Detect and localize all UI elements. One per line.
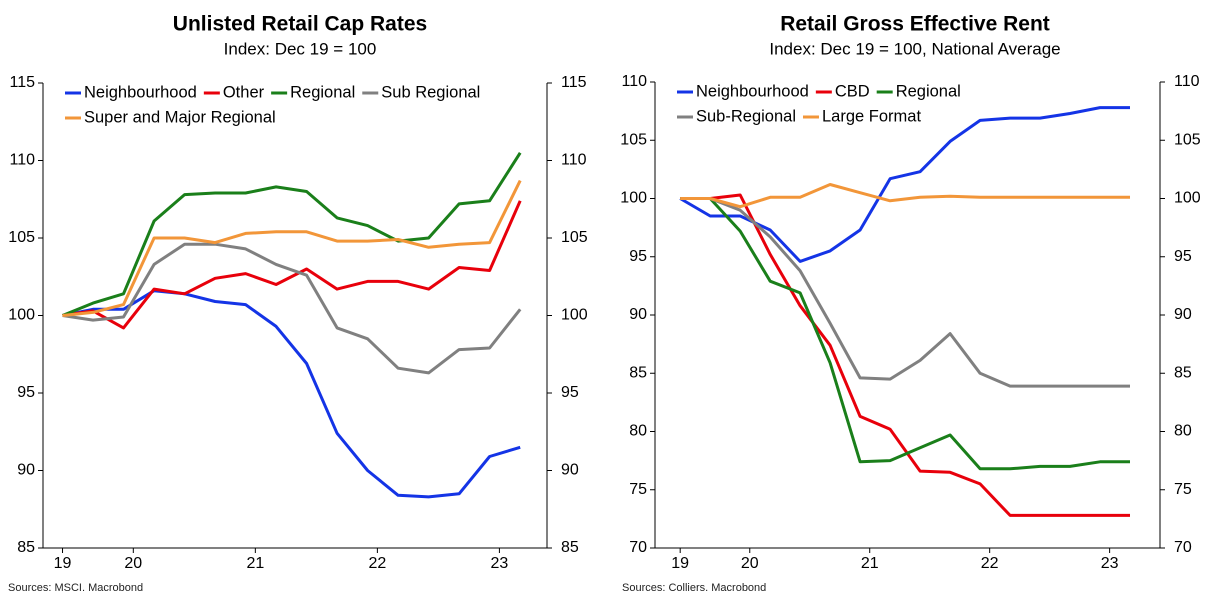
y-tick-label: 70 [629,539,647,556]
series-line [62,179,522,317]
series-line [680,197,1130,471]
legend-label: Sub Regional [381,83,480,101]
y-tick-label: 115 [9,74,35,91]
legend-label: Sub-Regional [696,107,796,125]
y-tick-label: 80 [629,423,647,440]
legend-item: Sub Regional [362,83,480,101]
y2-tick-label: 75 [1174,481,1192,498]
chart-subtitle: Index: Dec 19 = 100, National Average [769,39,1060,58]
legend-label: Neighbourhood [84,83,197,101]
legend-item: Neighbourhood [65,83,197,101]
legend-item: Super and Major Regional [65,108,276,126]
y2-tick-label: 95 [561,384,579,401]
y-tick-label: 110 [9,152,35,169]
chart-title: Unlisted Retail Cap Rates [173,13,427,36]
y2-tick-label: 70 [1174,539,1192,556]
legend-item: Regional [271,83,355,101]
y-tick-label: 100 [620,190,647,207]
x-tick-label: 21 [861,555,879,572]
chart-title: Retail Gross Effective Rent [780,13,1050,36]
series-line [61,151,522,317]
x-tick-label: 20 [741,555,759,572]
legend-item: Neighbourhood [677,82,809,100]
y2-tick-label: 100 [1174,190,1201,207]
y-tick-label: 90 [17,462,35,479]
y2-tick-label: 105 [561,229,588,246]
x-tick-label: 20 [124,555,142,572]
chart-subtitle: Index: Dec 19 = 100 [224,39,377,58]
legend-label: Regional [896,82,961,100]
y-tick-label: 85 [629,364,647,381]
x-tick-label: 19 [54,555,72,572]
source-note: Sources: MSCI. Macrobond [8,582,143,594]
y2-tick-label: 90 [1174,306,1192,323]
y2-tick-label: 90 [561,462,579,479]
legend-label: Other [223,83,265,101]
legend-label: Neighbourhood [696,82,809,100]
y-tick-label: 75 [629,481,647,498]
y2-tick-label: 85 [561,539,579,556]
x-tick-label: 21 [246,555,264,572]
legend-item: Other [203,83,265,101]
y2-tick-label: 105 [1174,131,1201,148]
x-tick-label: 23 [1101,555,1119,572]
series-line [62,242,522,375]
y2-tick-label: 100 [561,307,588,324]
y-tick-label: 95 [629,248,647,265]
series-line [680,183,1130,209]
y2-tick-label: 85 [1174,364,1192,381]
y-tick-label: 110 [621,73,647,90]
legend-item: CBD [815,82,870,100]
y-tick-label: 105 [620,131,647,148]
legend-label: Super and Major Regional [84,108,276,126]
y-tick-label: 90 [629,306,647,323]
y-tick-label: 100 [8,307,35,324]
x-tick-label: 22 [981,555,999,572]
y-tick-label: 85 [17,539,35,556]
legend-item: Large Format [802,107,921,125]
legend-item: Regional [876,82,961,100]
y2-tick-label: 115 [561,74,587,91]
series-line [680,197,1130,388]
legend-item: Sub-Regional [677,107,796,125]
source-note: Sources: Colliers. Macrobond [622,582,766,594]
series-line [62,289,521,499]
y2-tick-label: 95 [1174,248,1192,265]
x-tick-label: 19 [671,555,689,572]
x-tick-label: 22 [368,555,386,572]
legend-label: CBD [835,82,870,100]
legend-label: Large Format [822,107,921,125]
series-line [62,200,522,330]
y-tick-label: 105 [8,229,35,246]
y2-tick-label: 110 [561,152,587,169]
series-line [679,106,1130,263]
y-tick-label: 95 [17,384,35,401]
x-tick-label: 23 [491,555,509,572]
y2-tick-label: 80 [1174,423,1192,440]
legend-label: Regional [290,83,355,101]
y2-tick-label: 110 [1174,73,1200,90]
